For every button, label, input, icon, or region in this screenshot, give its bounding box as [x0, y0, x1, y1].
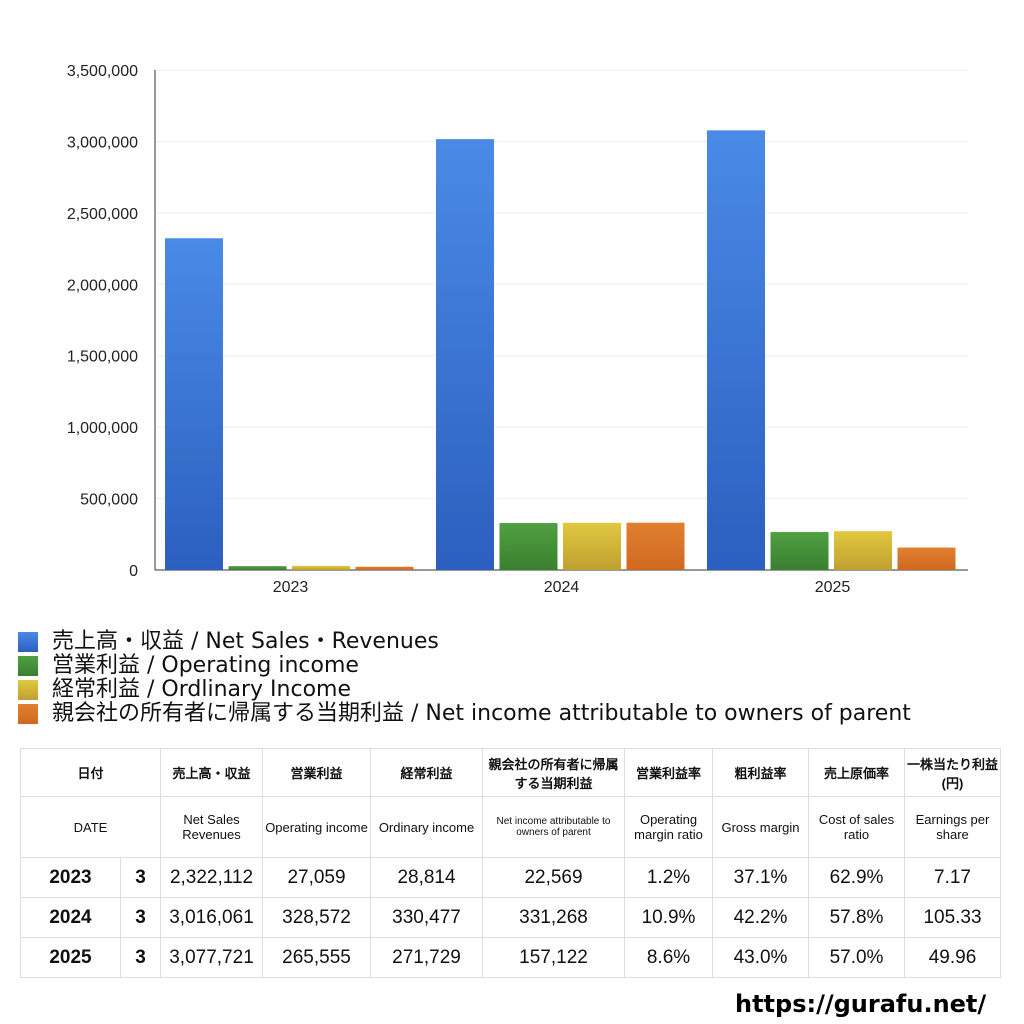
x-tick-label: 2023: [273, 579, 309, 596]
table-cell: 2024: [20, 897, 121, 938]
table-cell: Ordinary income: [370, 796, 483, 858]
table-cell: 57.8%: [808, 897, 905, 938]
table-cell: 271,729: [370, 937, 483, 978]
bar-2025-series-0: [707, 130, 765, 571]
table-cell: 157,122: [482, 937, 625, 978]
table-cell: 売上原価率: [808, 748, 905, 797]
legend-swatch: [18, 680, 38, 700]
table-cell: 27,059: [262, 857, 371, 898]
bar-2023-series-3: [355, 566, 414, 570]
table-cell: 10.9%: [624, 897, 713, 938]
table-cell: 265,555: [262, 937, 371, 978]
table-cell: 43.0%: [712, 937, 809, 978]
table-row: 2023 3 2,322,112 27,059 28,814 22,569 1.2% 37.1…: [20, 857, 1001, 898]
legend-item: 売上高・収益 / Net Sales・Revenues: [18, 630, 911, 654]
table-cell: 330,477: [370, 897, 483, 938]
table-cell: Gross margin: [712, 796, 809, 858]
legend-item: 営業利益 / Operating income: [18, 654, 911, 678]
bar-2024-series-2: [563, 522, 621, 570]
y-tick-label: 0: [129, 563, 138, 580]
table-cell: Operating margin ratio: [624, 796, 713, 858]
y-tick-label: 500,000: [80, 492, 138, 509]
legend-label: 売上高・収益 / Net Sales・Revenues: [52, 629, 439, 654]
x-tick-label: 2024: [544, 579, 580, 596]
table-cell: Earnings per share: [904, 796, 1001, 858]
y-tick-label: 2,000,000: [67, 277, 138, 294]
table-cell: 2025: [20, 937, 121, 978]
data-table: 日付 売上高・収益 営業利益 経常利益 親会社の所有者に帰属する当期利益 営業利益率 粗利益…: [20, 748, 1001, 978]
table-cell: 28,814: [370, 857, 483, 898]
table-cell: 42.2%: [712, 897, 809, 938]
table-cell: 331,268: [482, 897, 625, 938]
y-tick-label: 2,500,000: [67, 206, 138, 223]
legend-swatch: [18, 656, 38, 676]
table-cell: 親会社の所有者に帰属する当期利益: [482, 748, 625, 797]
legend-item: 経常利益 / Ordlinary Income: [18, 678, 911, 702]
table-cell: 105.33: [904, 897, 1001, 938]
table-cell: DATE: [20, 796, 161, 858]
table-cell: 3: [120, 937, 161, 978]
bar-2024-series-1: [499, 523, 558, 570]
table-cell: 49.96: [904, 937, 1001, 978]
table-cell: 経常利益: [370, 748, 483, 797]
table-cell: 1.2%: [624, 857, 713, 898]
table-cell: 営業利益率: [624, 748, 713, 797]
table-cell: 328,572: [262, 897, 371, 938]
table-cell: 3,016,061: [160, 897, 263, 938]
legend-swatch: [18, 704, 38, 724]
bar-2023-series-1: [228, 566, 287, 570]
bar-2024-series-3: [626, 522, 685, 570]
table-cell: 3: [120, 897, 161, 938]
table-cell: 一株当たり利益(円): [904, 748, 1001, 797]
bar-2025-series-1: [770, 532, 829, 570]
site-url[interactable]: https://gurafu.net/: [735, 990, 987, 1018]
bar-2025-series-2: [834, 531, 892, 570]
legend-swatch: [18, 632, 38, 652]
table-cell: 売上高・収益: [160, 748, 263, 797]
table-cell: Net Sales Revenues: [160, 796, 263, 858]
y-tick-label: 3,500,000: [67, 63, 138, 80]
legend-label: 親会社の所有者に帰属する当期利益 / Net income attributab…: [52, 701, 911, 726]
table-cell: 8.6%: [624, 937, 713, 978]
table-cell: 37.1%: [712, 857, 809, 898]
table-cell: Operating income: [262, 796, 371, 858]
bar-2023-series-0: [165, 238, 223, 570]
x-tick-label: 2025: [815, 579, 851, 596]
table-cell: 営業利益: [262, 748, 371, 797]
table-cell: 3,077,721: [160, 937, 263, 978]
table-cell: 日付: [20, 748, 161, 797]
bar-2024-series-0: [436, 139, 494, 570]
table-cell: Net income attributable to owners of par…: [482, 796, 625, 858]
table-cell: 2,322,112: [160, 857, 263, 898]
table-cell: 7.17: [904, 857, 1001, 898]
table-cell: 22,569: [482, 857, 625, 898]
table-cell: 3: [120, 857, 161, 898]
bar-chart: 0 500,000 1,000,000 1,500,000 2,000,000 2,500…: [67, 63, 968, 596]
table-cell: 2023: [20, 857, 121, 898]
table-cell: 57.0%: [808, 937, 905, 978]
bar-2025-series-3: [897, 547, 956, 570]
table-cell: 粗利益率: [712, 748, 809, 797]
legend-item: 親会社の所有者に帰属する当期利益 / Net income attributab…: [18, 702, 911, 726]
table-row: 2025 3 3,077,721 265,555 271,729 157,122 8.6% 4…: [20, 937, 1001, 978]
bar-2023-series-2: [292, 565, 350, 570]
table-row: 2024 3 3,016,061 328,572 330,477 331,268 10.9%…: [20, 897, 1001, 938]
y-tick-label: 1,500,000: [67, 349, 138, 366]
y-tick-label: 1,000,000: [67, 420, 138, 437]
y-tick-label: 3,000,000: [67, 134, 138, 151]
table-cell: Cost of sales ratio: [808, 796, 905, 858]
legend-label: 経常利益 / Ordlinary Income: [52, 677, 351, 702]
table-cell: 62.9%: [808, 857, 905, 898]
legend-label: 営業利益 / Operating income: [52, 653, 359, 678]
legend: 売上高・収益 / Net Sales・Revenues 営業利益 / Operat…: [18, 630, 911, 726]
